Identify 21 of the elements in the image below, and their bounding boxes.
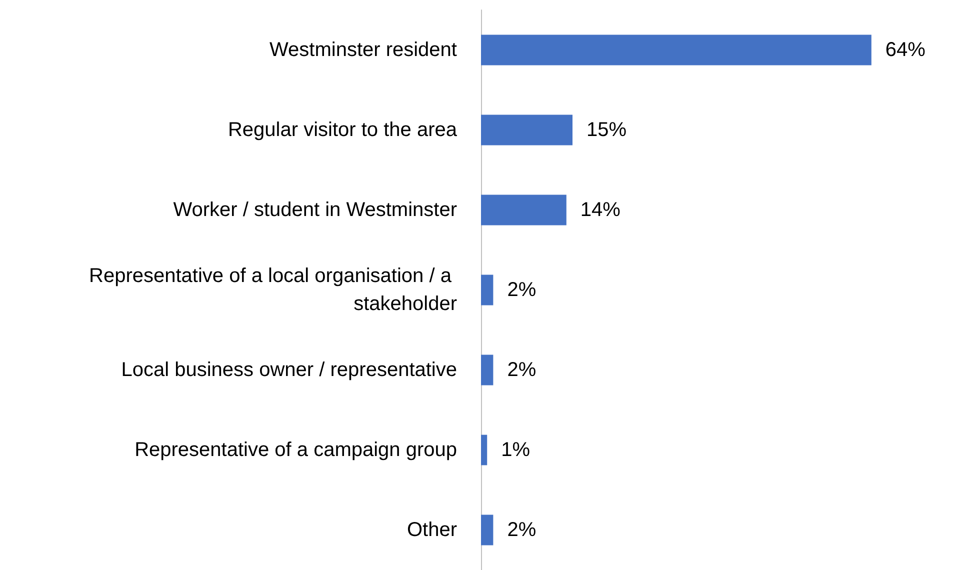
data-label: 64%	[885, 39, 926, 61]
y-tick-label: Westminster resident	[270, 39, 458, 61]
y-tick-label: Regular visitor to the area	[228, 119, 458, 141]
bar	[481, 34, 872, 66]
bar	[481, 194, 566, 226]
bar	[481, 354, 494, 386]
y-tick-label: Other	[406, 519, 458, 541]
bar	[481, 114, 572, 146]
data-label: 15%	[586, 119, 627, 141]
data-label: 2%	[507, 359, 536, 381]
data-label: 2%	[507, 519, 536, 541]
data-label: 2%	[507, 279, 536, 301]
bar	[481, 274, 494, 306]
y-tick-label: Representative of a local organisation / a stakeholder	[89, 265, 458, 315]
data-label: 14%	[580, 199, 621, 221]
y-tick-label: Local business owner / representative	[121, 359, 457, 381]
data-label: 1%	[501, 439, 530, 461]
y-tick-label: Worker / student in Westminster	[173, 199, 458, 221]
bar	[481, 514, 494, 546]
y-tick-label: Representative of a campaign group	[134, 439, 457, 461]
bar	[481, 434, 488, 466]
